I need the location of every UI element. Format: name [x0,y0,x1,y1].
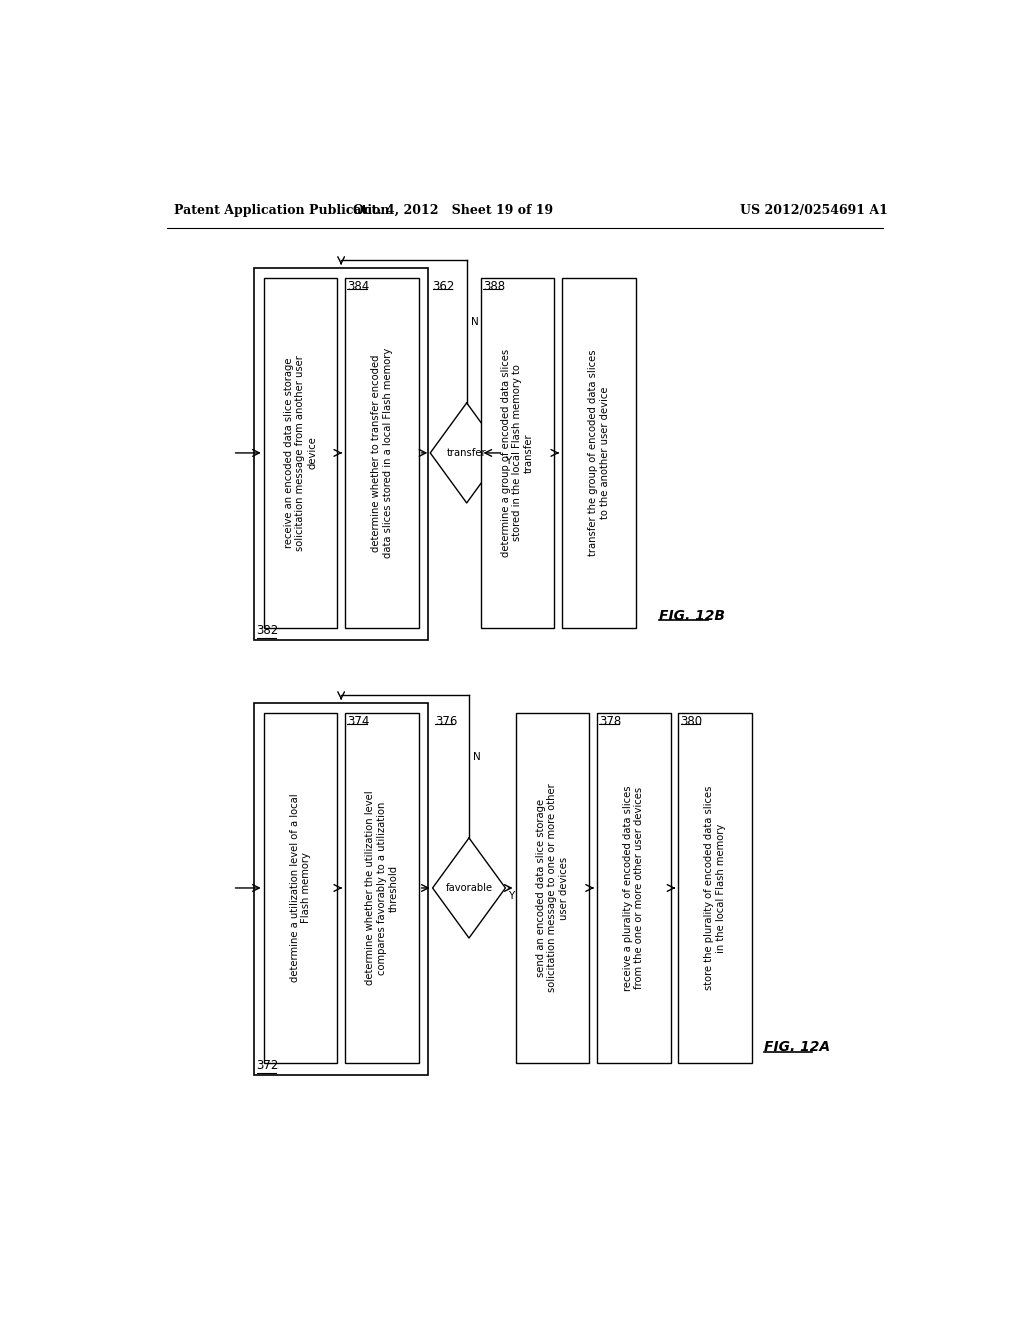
Bar [345,277,419,628]
Text: N: N [471,317,478,327]
Bar [254,702,428,1074]
Text: transfer the group of encoded data slices
to the another user device: transfer the group of encoded data slice… [588,350,609,556]
Text: determine whether the utilization level
compares favorably to a utilization
thre: determine whether the utilization level … [366,791,398,985]
Bar [562,277,636,628]
Bar [597,713,671,1063]
Bar [515,713,589,1063]
Text: 384: 384 [347,280,370,293]
Text: send an encoded data slice storage
solicitation message to one or more other
use: send an encoded data slice storage solic… [536,784,569,993]
Text: FIG. 12A: FIG. 12A [764,1040,829,1055]
Bar [678,713,752,1063]
Text: US 2012/0254691 A1: US 2012/0254691 A1 [740,205,888,218]
Text: determine a group of encoded data slices
stored in the local Flash memory to
tra: determine a group of encoded data slices… [501,348,535,557]
Text: transfer: transfer [446,447,486,458]
Text: 382: 382 [257,624,279,638]
Text: determine a utilization level of a local
Flash memory: determine a utilization level of a local… [290,793,311,982]
Bar [480,277,554,628]
Text: FIG. 12B: FIG. 12B [658,609,725,623]
Text: 388: 388 [483,280,505,293]
Text: 378: 378 [599,715,622,729]
Text: determine whether to transfer encoded
data slices stored in a local Flash memory: determine whether to transfer encoded da… [371,347,392,558]
Text: 372: 372 [257,1060,279,1072]
Text: Y: Y [508,891,514,900]
Text: receive an encoded data slice storage
solicitation message from another user
dev: receive an encoded data slice storage so… [284,355,317,550]
Text: Patent Application Publication: Patent Application Publication [174,205,390,218]
Text: receive a plurality of encoded data slices
from the one or more other user devic: receive a plurality of encoded data slic… [623,785,644,991]
Text: 376: 376 [435,715,458,729]
Text: 374: 374 [347,715,370,729]
Text: 362: 362 [432,280,455,293]
Text: 380: 380 [681,715,702,729]
Bar [263,713,337,1063]
Bar [345,713,419,1063]
Bar [263,277,337,628]
Text: Y: Y [506,455,512,466]
Text: N: N [473,752,480,763]
Text: Oct. 4, 2012   Sheet 19 of 19: Oct. 4, 2012 Sheet 19 of 19 [353,205,554,218]
Text: favorable: favorable [445,883,493,892]
Text: store the plurality of encoded data slices
in the local Flash memory: store the plurality of encoded data slic… [705,785,726,990]
Bar [254,268,428,640]
